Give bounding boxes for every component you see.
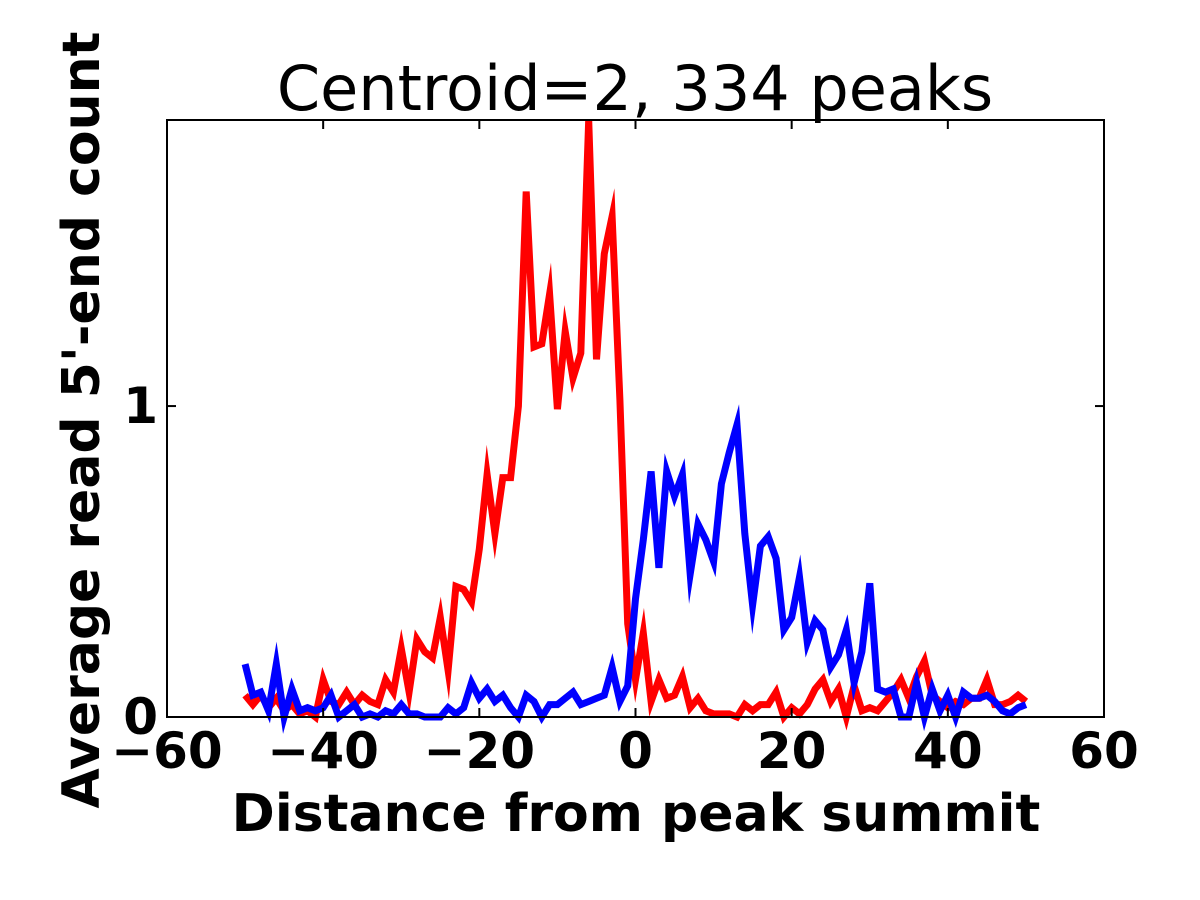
x-tick-label: −60	[111, 722, 222, 780]
x-tick-label: −40	[267, 722, 378, 780]
x-tick-label: 20	[757, 722, 827, 780]
x-tick-label: 60	[1069, 722, 1139, 780]
plot-lines	[241, 119, 1029, 734]
x-tick-label: 40	[913, 722, 983, 780]
y-tick-label: 1	[123, 377, 158, 435]
x-axis-label: Distance from peak summit	[232, 784, 1041, 844]
chart-title: Centroid=2, 334 peaks	[277, 52, 993, 125]
x-tick-label: 0	[618, 722, 653, 780]
x-tick-label: −20	[424, 722, 535, 780]
y-axis-ticks: 01	[123, 377, 1104, 746]
y-tick-label: 0	[123, 688, 158, 746]
y-axis-label: Average read 5'-end count	[52, 32, 112, 809]
x-axis-ticks: −60 −40 −20 0 20 40 60	[111, 120, 1139, 780]
series-line-2	[241, 404, 1028, 734]
